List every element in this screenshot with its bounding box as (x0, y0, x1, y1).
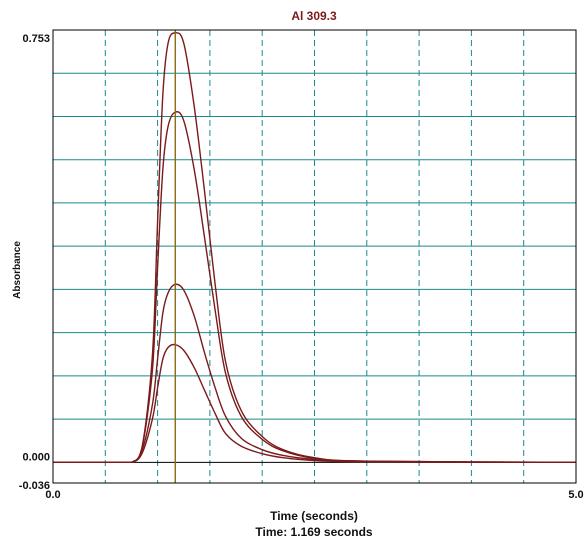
series-line-2 (53, 111, 577, 464)
chart-title: Al 309.3 (291, 9, 337, 23)
plot-frame (52, 29, 577, 484)
tick-labels: 0.0 5.0 0.753 0.000 -0.036 (19, 33, 584, 501)
cursor-time-readout: Time: 1.169 seconds (255, 525, 372, 539)
y-axis-label: Absorbance (12, 241, 23, 299)
y-tick-label: 0.000 (22, 451, 50, 463)
series-line-4 (53, 343, 577, 464)
series-line-3 (53, 283, 577, 464)
x-axis-label: Time (seconds) (270, 509, 358, 523)
x-tick-label: 5.0 (568, 489, 583, 501)
y-tick-label: 0.753 (22, 33, 50, 45)
grid-lines (53, 30, 576, 483)
y-tick-label: -0.036 (19, 480, 50, 492)
x-tick-label: 0.0 (45, 489, 60, 501)
series-line-1 (53, 32, 577, 464)
series-layer (53, 32, 577, 464)
